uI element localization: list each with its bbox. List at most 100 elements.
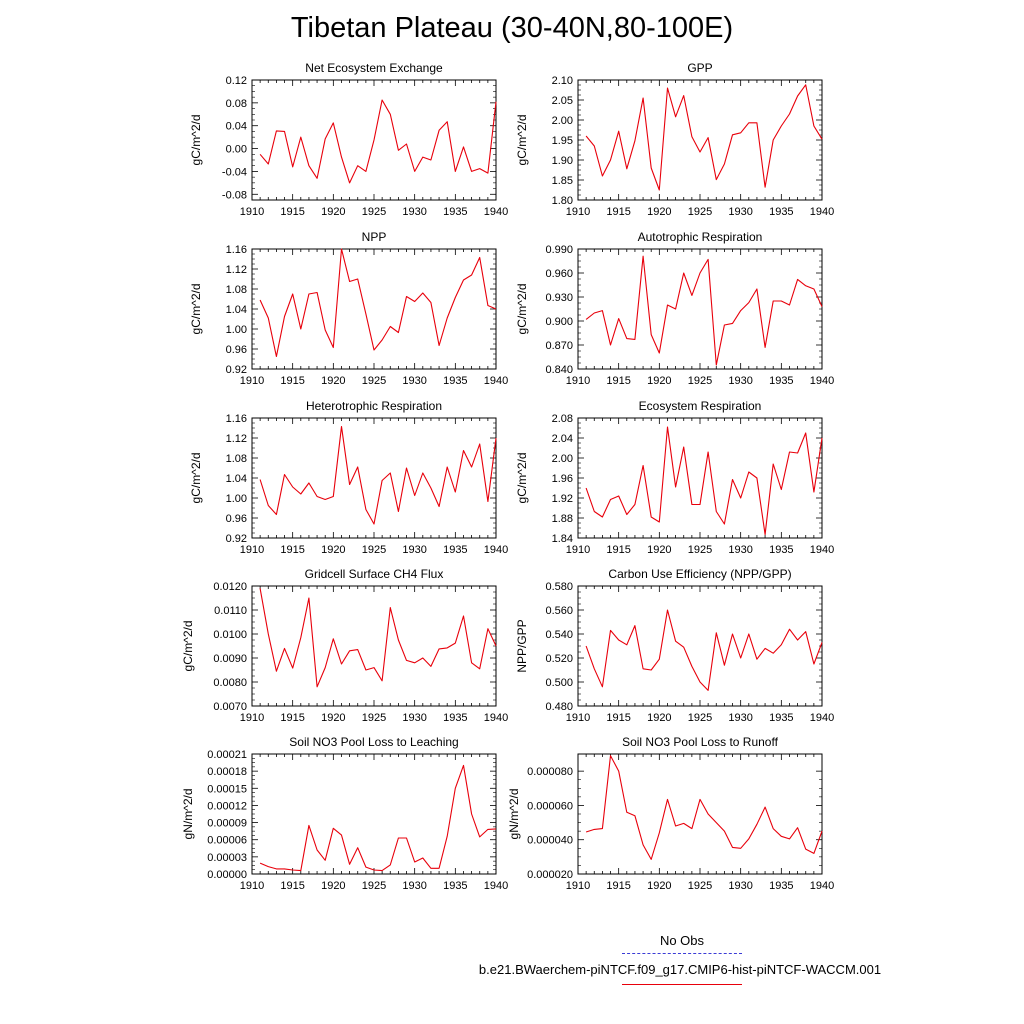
x-tick-label: 1910 [240,544,264,556]
x-tick-label: 1940 [810,375,834,387]
y-axis-label: gC/m^2/d [189,453,203,504]
y-tick-label: 0.000080 [527,766,573,778]
x-tick-label: 1935 [443,544,467,556]
x-tick-label: 1935 [769,206,793,218]
panel-title: Soil NO3 Pool Loss to Leaching [289,735,458,749]
chart-panel-7: 1910 1915 1920 1925 1930 1935 1940 0.0120 0.0110… [181,567,508,724]
y-tick-label: 1.84 [552,533,573,545]
chart-panel-1: 1910 1915 1920 1925 1930 1935 1940 0.12 0.08 0.04… [189,61,508,218]
y-tick-label: 0.0090 [213,653,247,665]
panel-title: Autotrophic Respiration [638,230,763,244]
series-line [259,588,497,688]
x-tick-label: 1925 [362,375,386,387]
y-tick-label: 1.95 [552,135,573,147]
x-tick-label: 1920 [321,375,345,387]
series-line [585,84,823,191]
y-tick-label: 1.12 [226,433,247,445]
y-tick-label: 0.00006 [207,835,247,847]
y-tick-label: -0.04 [222,166,247,178]
y-tick-label: 2.08 [552,413,573,425]
panel-frame [251,753,497,875]
x-tick-label: 1940 [810,880,834,892]
y-tick-label: 0.0070 [213,701,247,713]
y-tick-label: 0.08 [226,98,247,110]
y-tick-label: 0.840 [545,364,573,376]
y-tick-label: 1.85 [552,175,573,187]
x-tick-label: 1920 [321,544,345,556]
series-line [585,426,823,536]
y-tick-label: 1.16 [226,413,247,425]
series-line [585,755,823,860]
panel-title: Gridcell Surface CH4 Flux [305,567,444,581]
x-tick-label: 1920 [321,206,345,218]
y-tick-label: 0.870 [545,340,573,352]
x-tick-label: 1925 [688,206,712,218]
y-tick-label: 0.540 [545,629,573,641]
x-tick-label: 1940 [810,712,834,724]
y-tick-label: 0.00012 [207,800,247,812]
x-tick-label: 1915 [606,375,630,387]
y-tick-label: 0.96 [226,344,247,356]
x-tick-label: 1935 [769,712,793,724]
x-tick-label: 1930 [728,375,752,387]
x-tick-label: 1920 [647,375,671,387]
x-tick-label: 1910 [566,880,590,892]
x-tick-label: 1935 [769,375,793,387]
x-tick-label: 1930 [402,712,426,724]
x-tick-label: 1940 [484,544,508,556]
x-tick-label: 1925 [362,712,386,724]
y-tick-label: 1.04 [226,473,247,485]
x-tick-label: 1925 [362,206,386,218]
y-tick-label: 0.92 [226,533,247,545]
y-tick-label: 0.00015 [207,783,247,795]
chart-panel-5: 1910 1915 1920 1925 1930 1935 1940 1.16 1.12 1.08… [189,399,508,556]
chart-panel-2: 1910 1915 1920 1925 1930 1935 1940 2.10 2.05 2.00… [515,61,834,218]
y-tick-label: 0.520 [545,653,573,665]
x-tick-label: 1915 [606,880,630,892]
panel-title: Soil NO3 Pool Loss to Runoff [622,735,779,749]
series-line [585,609,823,691]
y-tick-label: 0.92 [226,364,247,376]
x-tick-label: 1935 [443,712,467,724]
y-axis-label: gN/m^2/d [507,789,521,840]
y-axis-label: gC/m^2/d [181,621,195,672]
x-tick-label: 1935 [443,880,467,892]
y-tick-label: 0.560 [545,605,573,617]
y-tick-label: 1.88 [552,513,573,525]
legend-model-line [622,984,742,985]
y-tick-label: 0.00021 [207,749,247,761]
y-tick-label: 0.00018 [207,766,247,778]
y-tick-label: 0.00009 [207,818,247,830]
x-tick-label: 1910 [240,206,264,218]
panel-frame [577,417,823,539]
x-tick-label: 1920 [321,712,345,724]
x-tick-label: 1920 [647,206,671,218]
y-tick-label: 1.04 [226,304,247,316]
x-tick-label: 1910 [566,544,590,556]
y-tick-label: 1.08 [226,284,247,296]
y-tick-label: 1.92 [552,493,573,505]
y-tick-label: 1.16 [226,244,247,256]
x-tick-label: 1925 [688,544,712,556]
y-tick-label: 0.00000 [207,869,247,881]
legend-obs-line [622,953,742,954]
legend-obs-label: No Obs [659,933,705,948]
y-tick-label: 0.960 [545,268,573,280]
y-tick-label: -0.08 [222,189,247,201]
x-tick-label: 1925 [688,375,712,387]
x-tick-label: 1940 [810,544,834,556]
x-tick-label: 1910 [566,206,590,218]
y-tick-label: 1.80 [552,195,573,207]
chart-panel-10: 1910 1915 1920 1925 1930 1935 1940 0.000080 0.00… [507,735,834,892]
x-tick-label: 1930 [728,880,752,892]
y-tick-label: 0.0100 [213,629,247,641]
y-axis-label: gC/m^2/d [515,284,529,335]
x-tick-label: 1940 [484,206,508,218]
y-tick-label: 0.000020 [527,869,573,881]
y-tick-label: 1.08 [226,453,247,465]
panel-title: GPP [687,61,712,75]
y-axis-label: gN/m^2/d [181,789,195,840]
x-tick-label: 1910 [566,375,590,387]
y-tick-label: 0.96 [226,513,247,525]
y-tick-label: 0.500 [545,677,573,689]
